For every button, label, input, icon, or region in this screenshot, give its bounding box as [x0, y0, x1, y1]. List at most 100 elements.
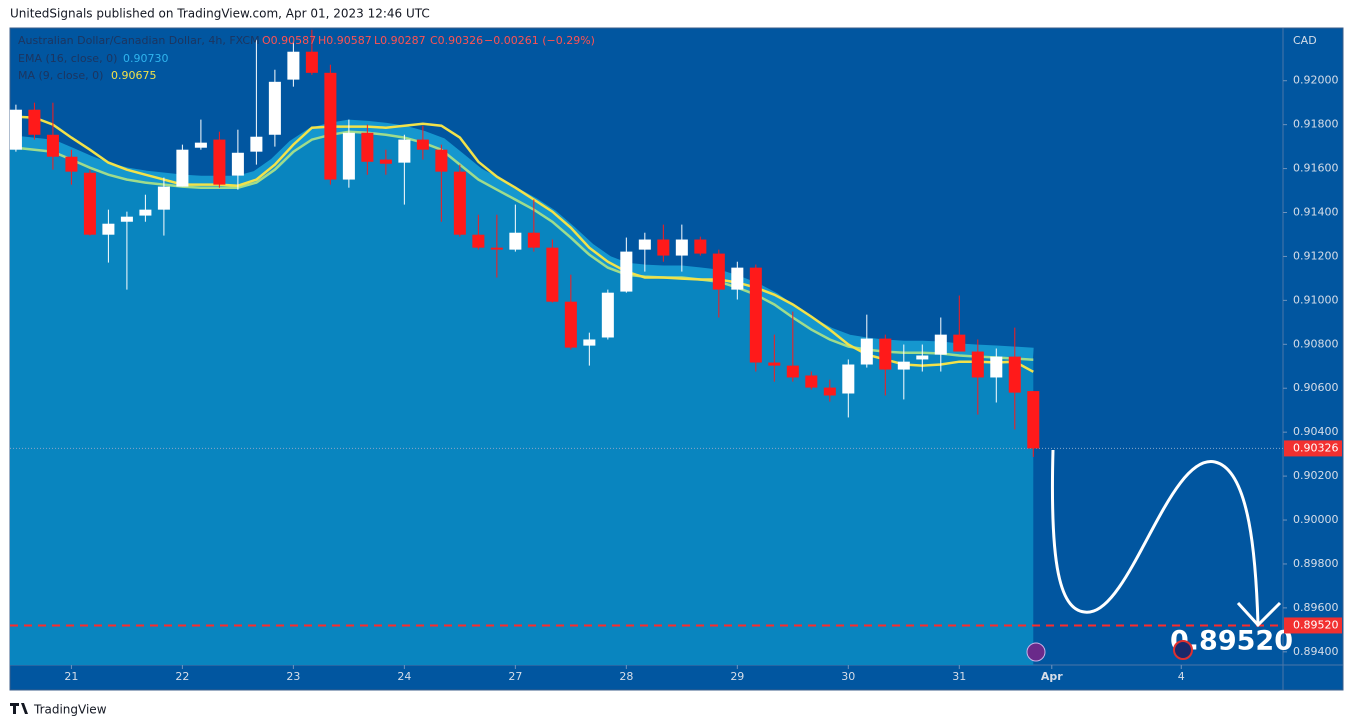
y-tick-label: 0.90000	[1293, 513, 1339, 526]
indicator-name: EMA (16, close, 0)	[18, 52, 117, 65]
change-value: −0.00261 (−0.29%)	[484, 34, 595, 47]
candle-body	[176, 149, 189, 187]
candle-body	[361, 132, 374, 162]
candle-body	[749, 267, 762, 363]
candle-body	[971, 351, 984, 378]
symbol-label: Australian Dollar/Canadian Dollar, 4h, F…	[18, 34, 260, 47]
candle-body	[916, 355, 929, 360]
candle-body	[268, 81, 281, 135]
indicator-name: MA (9, close, 0)	[18, 69, 103, 82]
overlay	[1026, 449, 1282, 662]
indicator-value: 0.90675	[111, 69, 157, 82]
y-tick-label: 0.90400	[1293, 425, 1339, 438]
candle-body	[490, 247, 503, 250]
candle-body	[342, 132, 355, 180]
candle-body	[453, 171, 466, 235]
axis-unit: CAD	[1293, 34, 1317, 47]
candle-body	[638, 239, 651, 250]
y-tick-label: 0.89400	[1293, 645, 1339, 658]
candle-body	[879, 338, 892, 370]
candle-body	[102, 223, 115, 235]
y-tick-label: 0.90600	[1293, 381, 1339, 394]
candle-body	[83, 172, 96, 235]
candle-body	[712, 253, 725, 290]
candle-body	[324, 72, 337, 180]
forecast-arrow	[1050, 449, 1260, 625]
x-tick-label: 4	[1178, 670, 1185, 683]
candle-body	[1008, 356, 1021, 393]
publish-header: UnitedSignals published on TradingView.c…	[10, 7, 430, 21]
plot	[9, 29, 1283, 665]
ohlc-value: H0.90587	[318, 34, 372, 47]
candle-body	[120, 216, 133, 222]
candle-body	[675, 239, 688, 256]
y-tick-label: 0.90200	[1293, 469, 1339, 482]
candle-body	[65, 156, 78, 172]
candle-body	[139, 209, 152, 216]
candle-body	[897, 361, 910, 370]
candle-body	[657, 239, 670, 256]
y-tick-label: 0.92000	[1293, 74, 1339, 87]
candle-body	[194, 142, 207, 148]
candle-body	[934, 334, 947, 355]
candle-body	[9, 109, 22, 150]
candle-body	[953, 334, 966, 352]
candle-body	[564, 301, 577, 348]
candle-body	[601, 292, 614, 338]
x-tick-label: 24	[397, 670, 411, 683]
candle-body	[472, 234, 485, 248]
last-price-label-box	[1284, 440, 1342, 457]
y-tick-label: 0.90800	[1293, 337, 1339, 350]
x-tick-label: 30	[841, 670, 855, 683]
candle-body	[990, 356, 1003, 378]
candle-body	[416, 139, 429, 150]
candle-body	[213, 139, 226, 185]
candle-body	[46, 134, 59, 157]
target-price-label: 0.89520	[1293, 618, 1339, 631]
candle-body	[527, 232, 540, 248]
y-tick-label: 0.89600	[1293, 601, 1339, 614]
event-icon[interactable]	[1173, 640, 1193, 660]
y-tick-label: 0.91800	[1293, 118, 1339, 131]
ema-area	[10, 131, 1034, 665]
footer-brand: TradingView	[33, 703, 107, 717]
candle-body	[287, 51, 300, 80]
ohlc-value: C0.90326	[430, 34, 483, 47]
candle-body	[823, 387, 836, 396]
candle-body	[620, 251, 633, 292]
candle-body	[509, 232, 522, 250]
logo	[10, 703, 28, 714]
candle-body	[231, 152, 244, 176]
candle-body	[694, 239, 707, 254]
y-tick-label: 0.91000	[1293, 293, 1339, 306]
ohlc-value: L0.90287	[374, 34, 426, 47]
candle-body	[546, 247, 559, 302]
forecast-arrowhead	[1236, 601, 1282, 628]
candle-body	[157, 186, 170, 210]
candle-body	[860, 338, 873, 365]
x-tick-label: 29	[730, 670, 744, 683]
y-tick-label: 0.89800	[1293, 557, 1339, 570]
candle-body	[398, 139, 411, 163]
x-tick-label: 22	[175, 670, 189, 683]
ohlc-value: O0.90587	[262, 34, 316, 47]
indicator-value: 0.90730	[123, 52, 169, 65]
last-price-label: 0.90326	[1293, 441, 1339, 454]
x-tick-label: 27	[508, 670, 522, 683]
candle-body	[250, 136, 263, 152]
candle-body	[842, 364, 855, 394]
x-tick-label: 28	[619, 670, 633, 683]
x-tick-label: 31	[952, 670, 966, 683]
candle-body	[768, 362, 781, 366]
candle-body	[379, 159, 392, 164]
candle-body	[805, 375, 818, 388]
y-tick-label: 0.91400	[1293, 206, 1339, 219]
candle-body	[731, 267, 744, 290]
candle-body	[1027, 391, 1040, 449]
candle-body	[305, 51, 318, 73]
event-icon[interactable]	[1026, 642, 1046, 662]
candle-body	[28, 109, 41, 135]
x-tick-label: 23	[286, 670, 300, 683]
y-tick-label: 0.91600	[1293, 162, 1339, 175]
